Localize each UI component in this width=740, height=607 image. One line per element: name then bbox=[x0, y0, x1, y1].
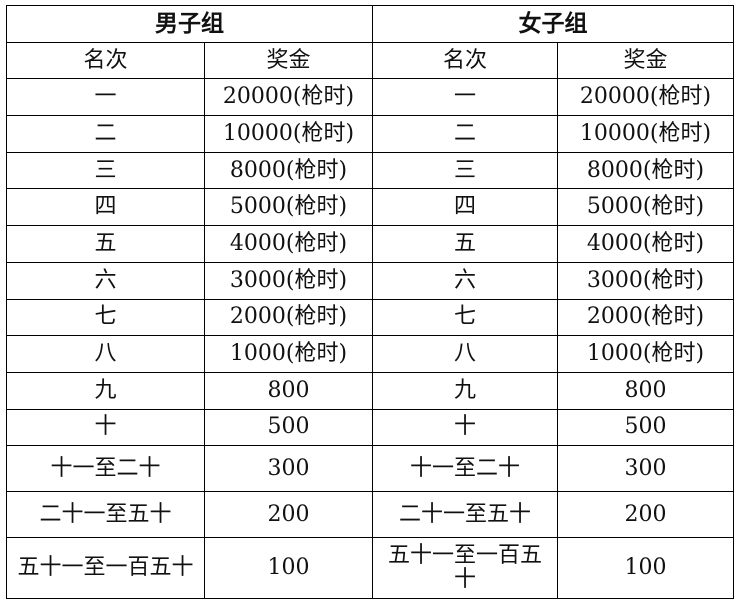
rank-cell: 八 bbox=[6, 335, 205, 373]
rank-cell: 十一至二十 bbox=[6, 445, 205, 493]
prize-cell: 20000(枪时) bbox=[204, 78, 373, 117]
rank-cell: 四 bbox=[6, 188, 205, 227]
prize-cell: 20000(枪时) bbox=[557, 78, 734, 117]
prize-cell: 10000(枪时) bbox=[204, 115, 373, 153]
prize-cell: 5000(枪时) bbox=[204, 188, 373, 227]
prize-cell: 100 bbox=[557, 537, 734, 600]
prize-cell: 3000(枪时) bbox=[557, 261, 734, 300]
table-row: 一 20000(枪时) 一 20000(枪时) bbox=[6, 78, 734, 117]
rank-cell: 十 bbox=[6, 408, 205, 447]
rank-cell: 二十一至五十 bbox=[372, 491, 558, 539]
prize-cell: 2000(枪时) bbox=[557, 298, 734, 337]
rank-cell: 三 bbox=[372, 151, 558, 190]
rank-cell: 十 bbox=[372, 408, 558, 447]
prize-cell: 8000(枪时) bbox=[204, 151, 373, 190]
rank-cell: 九 bbox=[372, 371, 558, 410]
prize-cell: 500 bbox=[557, 408, 734, 447]
column-header-prize: 奖金 bbox=[204, 41, 373, 80]
group-title-men: 男子组 bbox=[6, 5, 373, 43]
rank-cell: 五 bbox=[6, 225, 205, 263]
table-row: 七 2000(枪时) 七 2000(枪时) bbox=[6, 298, 734, 337]
prize-table: 男子组 女子组 名次 奖金 名次 奖金 一 20000(枪时) 一 20000(枪时)… bbox=[6, 5, 734, 600]
rank-cell: 八 bbox=[372, 335, 558, 373]
rank-cell: 七 bbox=[6, 298, 205, 337]
column-header-prize: 奖金 bbox=[557, 41, 734, 80]
column-header-rank: 名次 bbox=[372, 41, 558, 80]
table-row: 二 10000(枪时) 二 10000(枪时) bbox=[6, 115, 734, 153]
rank-cell: 七 bbox=[372, 298, 558, 337]
rank-cell: 五 bbox=[372, 225, 558, 263]
rank-cell: 一 bbox=[372, 78, 558, 117]
rank-cell: 五十一至一百五十 bbox=[6, 537, 205, 600]
table-row: 三 8000(枪时) 三 8000(枪时) bbox=[6, 151, 734, 190]
table-row: 八 1000(枪时) 八 1000(枪时) bbox=[6, 335, 734, 373]
rank-cell: 二十一至五十 bbox=[6, 491, 205, 539]
rank-cell: 四 bbox=[372, 188, 558, 227]
table-row: 十一至二十 300 十一至二十 300 bbox=[6, 445, 734, 493]
prize-cell: 500 bbox=[204, 408, 373, 447]
table-row: 十 500 十 500 bbox=[6, 408, 734, 447]
prize-cell: 800 bbox=[204, 371, 373, 410]
prize-cell: 200 bbox=[204, 491, 373, 539]
prize-cell: 4000(枪时) bbox=[557, 225, 734, 263]
rank-cell: 六 bbox=[372, 261, 558, 300]
prize-cell: 1000(枪时) bbox=[204, 335, 373, 373]
prize-cell: 800 bbox=[557, 371, 734, 410]
prize-cell: 300 bbox=[204, 445, 373, 493]
rank-cell: 三 bbox=[6, 151, 205, 190]
rank-cell: 一 bbox=[6, 78, 205, 117]
prize-cell: 8000(枪时) bbox=[557, 151, 734, 190]
table-row: 六 3000(枪时) 六 3000(枪时) bbox=[6, 261, 734, 300]
column-header-rank: 名次 bbox=[6, 41, 205, 80]
rank-cell: 五十一至一百五十 bbox=[372, 537, 558, 600]
table-row: 二十一至五十 200 二十一至五十 200 bbox=[6, 491, 734, 539]
prize-cell: 200 bbox=[557, 491, 734, 539]
prize-cell: 300 bbox=[557, 445, 734, 493]
table-row: 五十一至一百五十 100 五十一至一百五十 100 bbox=[6, 537, 734, 600]
prize-cell: 3000(枪时) bbox=[204, 261, 373, 300]
rank-cell: 十一至二十 bbox=[372, 445, 558, 493]
table-row: 九 800 九 800 bbox=[6, 371, 734, 410]
rank-cell: 九 bbox=[6, 371, 205, 410]
prize-cell: 2000(枪时) bbox=[204, 298, 373, 337]
prize-cell: 100 bbox=[204, 537, 373, 600]
rank-cell: 二 bbox=[372, 115, 558, 153]
rank-cell: 二 bbox=[6, 115, 205, 153]
prize-cell: 1000(枪时) bbox=[557, 335, 734, 373]
prize-cell: 10000(枪时) bbox=[557, 115, 734, 153]
prize-cell: 4000(枪时) bbox=[204, 225, 373, 263]
prize-cell: 5000(枪时) bbox=[557, 188, 734, 227]
rank-cell: 六 bbox=[6, 261, 205, 300]
table-row: 四 5000(枪时) 四 5000(枪时) bbox=[6, 188, 734, 227]
table-row: 五 4000(枪时) 五 4000(枪时) bbox=[6, 225, 734, 263]
group-title-women: 女子组 bbox=[372, 5, 734, 43]
